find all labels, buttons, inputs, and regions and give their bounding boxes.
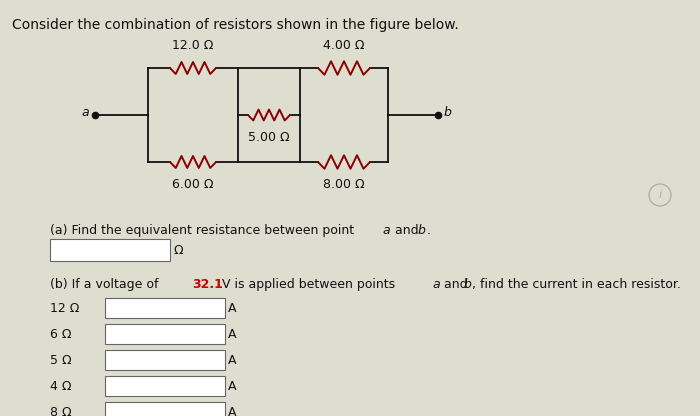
Text: (b) If a voltage of: (b) If a voltage of xyxy=(50,278,162,291)
Text: i: i xyxy=(659,190,661,200)
Text: a: a xyxy=(382,224,390,237)
FancyBboxPatch shape xyxy=(105,324,225,344)
Text: 12.0 Ω: 12.0 Ω xyxy=(172,39,214,52)
Text: 5.00 Ω: 5.00 Ω xyxy=(248,131,290,144)
FancyBboxPatch shape xyxy=(105,350,225,370)
Text: Consider the combination of resistors shown in the figure below.: Consider the combination of resistors sh… xyxy=(12,18,458,32)
Text: a: a xyxy=(81,106,89,119)
FancyBboxPatch shape xyxy=(105,376,225,396)
Text: .: . xyxy=(427,224,431,237)
Text: A: A xyxy=(228,406,237,416)
Text: (a) Find the equivalent resistance between point: (a) Find the equivalent resistance betwe… xyxy=(50,224,358,237)
Text: 8 Ω: 8 Ω xyxy=(50,406,71,416)
Text: b: b xyxy=(418,224,426,237)
FancyBboxPatch shape xyxy=(50,239,170,261)
Text: 6 Ω: 6 Ω xyxy=(50,327,71,341)
Text: and: and xyxy=(391,224,423,237)
Text: a: a xyxy=(432,278,440,291)
Text: A: A xyxy=(228,354,237,366)
Text: 6.00 Ω: 6.00 Ω xyxy=(172,178,214,191)
Text: A: A xyxy=(228,379,237,393)
Text: 4.00 Ω: 4.00 Ω xyxy=(323,39,365,52)
Text: 12 Ω: 12 Ω xyxy=(50,302,79,314)
FancyBboxPatch shape xyxy=(105,402,225,416)
Text: A: A xyxy=(228,327,237,341)
Text: , find the current in each resistor.: , find the current in each resistor. xyxy=(472,278,681,291)
Text: V is applied between points: V is applied between points xyxy=(218,278,399,291)
Text: 5 Ω: 5 Ω xyxy=(50,354,71,366)
Text: 8.00 Ω: 8.00 Ω xyxy=(323,178,365,191)
FancyBboxPatch shape xyxy=(105,298,225,318)
Text: A: A xyxy=(228,302,237,314)
Text: 4 Ω: 4 Ω xyxy=(50,379,71,393)
Text: and: and xyxy=(440,278,472,291)
Text: Ω: Ω xyxy=(174,243,183,257)
Text: b: b xyxy=(464,278,472,291)
Text: 32.1: 32.1 xyxy=(192,278,223,291)
Text: b: b xyxy=(444,106,452,119)
